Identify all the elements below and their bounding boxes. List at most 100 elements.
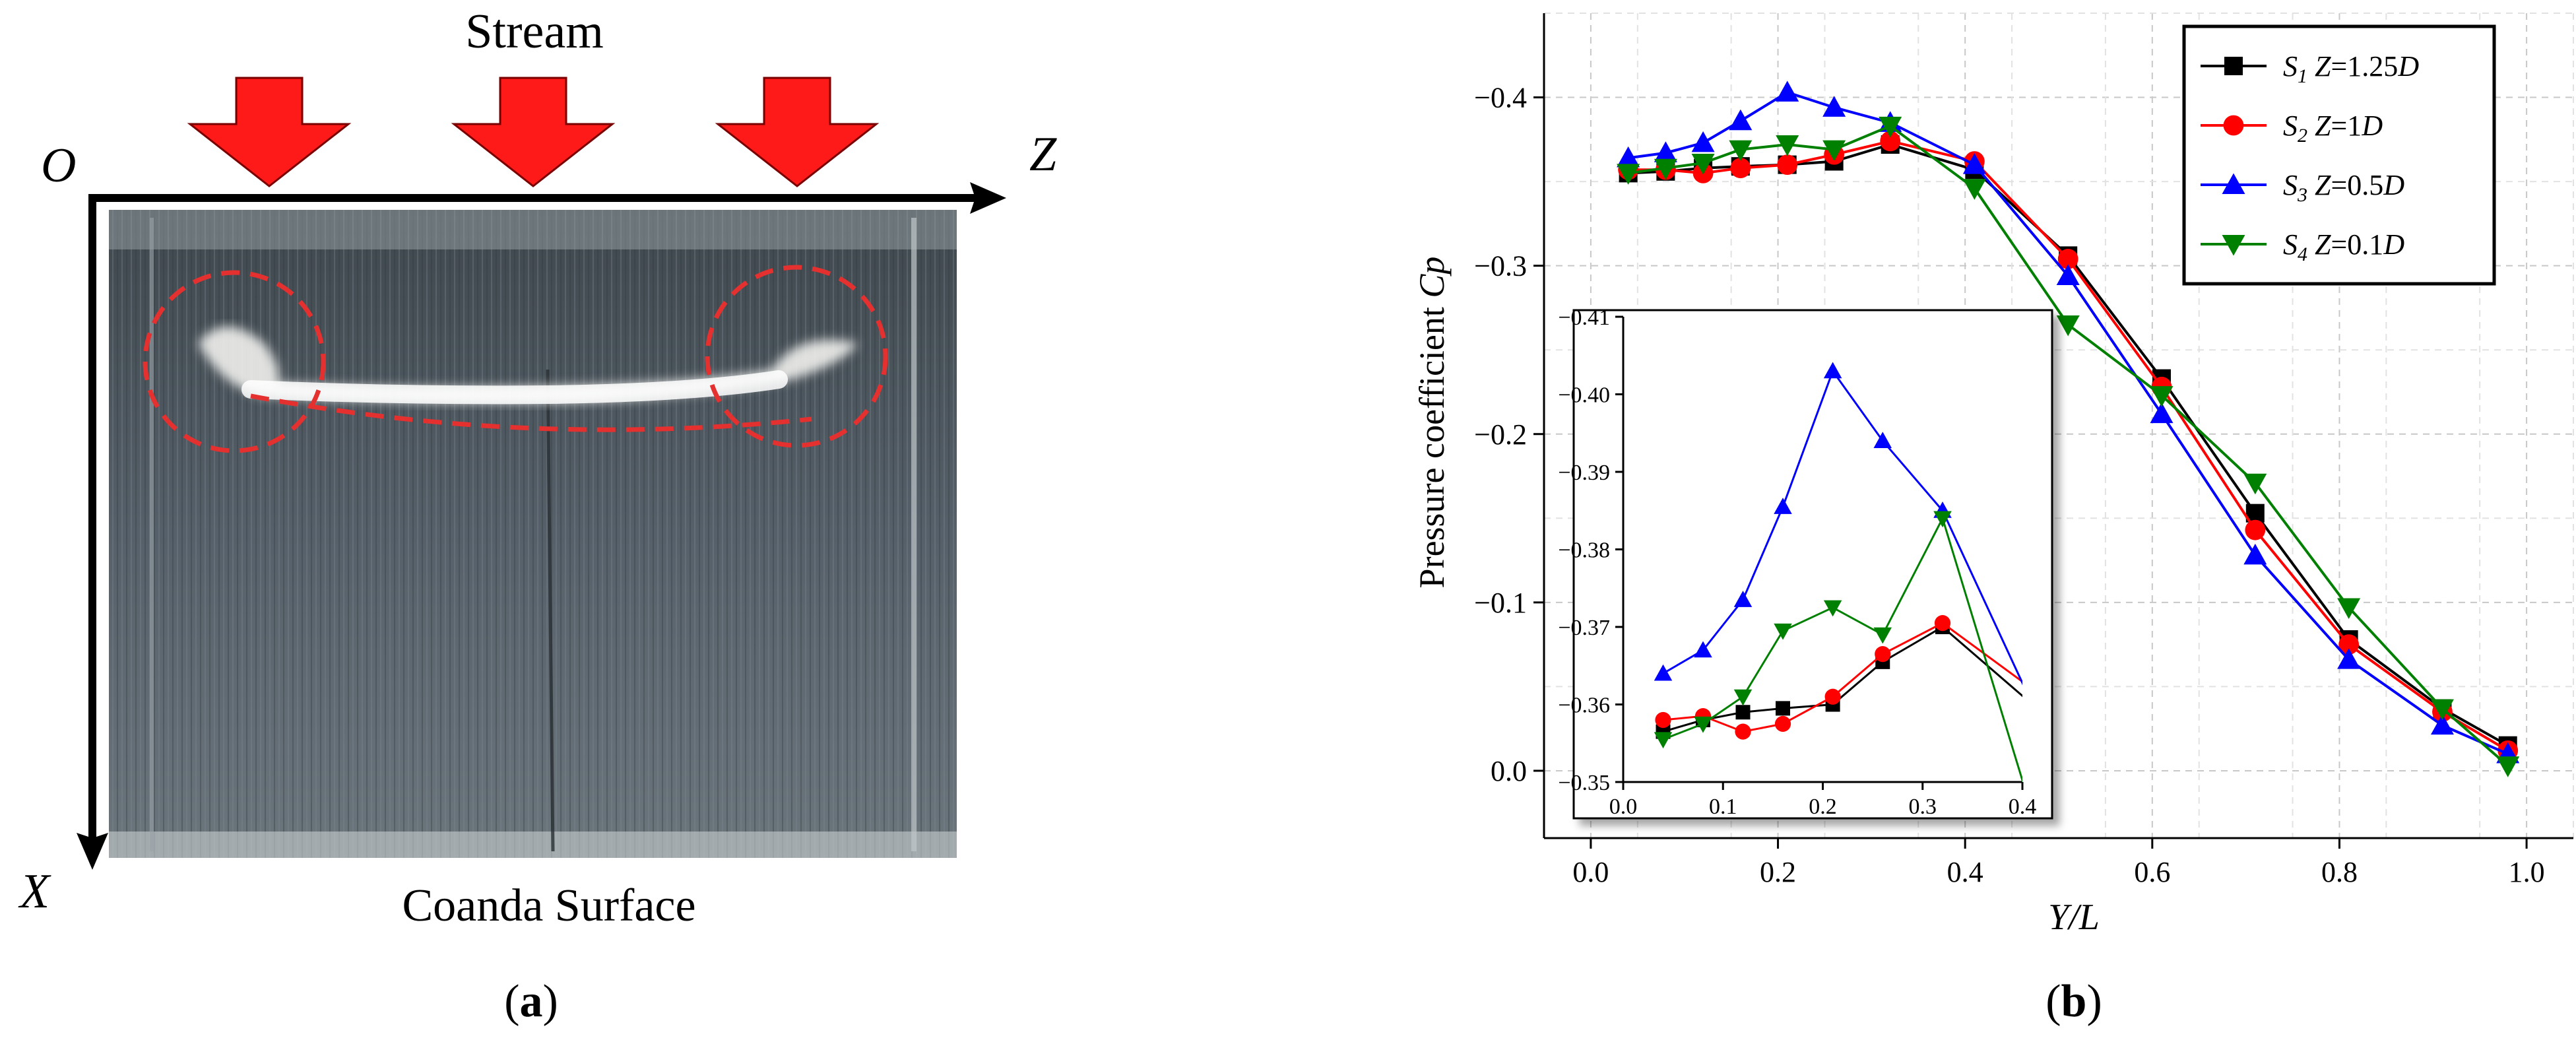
legend-val: =1	[2331, 110, 2362, 142]
data-point	[2337, 598, 2361, 620]
legend-marker	[2223, 115, 2244, 136]
inset-y-tick-label: −0.36	[1558, 694, 1610, 718]
inset-chart: 0.0 0.1 0.2 0.3 0.4 −0.35−0.36−0.37−0.38−0.3…	[1558, 306, 2053, 820]
data-point	[1729, 140, 1753, 162]
panel-a: Stream O Z X Coanda Surface (a)	[0, 0, 1122, 1044]
inset-data-point	[1933, 511, 1952, 528]
y-tick-label: −0.1	[1474, 587, 1527, 619]
data-point	[1776, 135, 1799, 156]
legend-s: S	[2283, 169, 2298, 201]
legend-label: S4 Z=0.1D	[2283, 228, 2404, 265]
inset-data-point	[1694, 716, 1712, 733]
vortex-circle-left	[143, 270, 326, 453]
inset-data-point	[1774, 715, 1791, 732]
y-tick-label: −0.4	[1474, 82, 1527, 114]
inset-y-tick-label: −0.39	[1558, 461, 1610, 485]
stream-label: Stream	[465, 5, 604, 59]
data-point	[1654, 141, 1677, 162]
inset-data-point	[1733, 591, 1753, 607]
inset-x-tick-label: 0.3	[1909, 795, 1937, 819]
inset-data-point	[1774, 623, 1792, 640]
main-x-ticks: 0.0 0.2 0.4 0.6 0.8 1.0	[1572, 838, 2545, 888]
data-point	[2243, 543, 2267, 565]
data-point	[2150, 386, 2174, 407]
data-point	[2430, 713, 2454, 735]
series-2	[1618, 131, 2519, 761]
data-point	[1776, 81, 1799, 102]
legend-val: =0.1	[2331, 228, 2383, 261]
data-point	[1962, 153, 1986, 174]
data-point	[1822, 96, 1846, 117]
pressure-coefficient-chart: 0.0 0.2 0.4 0.6 0.8 1.0 0.0 −0.1 −0.2 −0.3 −0.4 Y…	[1412, 13, 2574, 1027]
legend-z: Z	[2307, 169, 2331, 201]
inset-x-tick-label: 0.2	[1809, 795, 1837, 819]
legend-sub: 4	[2298, 244, 2307, 265]
legend-sub: 3	[2297, 184, 2307, 206]
data-point	[1777, 154, 1798, 175]
inset-series	[1654, 362, 2022, 782]
inset-data-point	[1823, 600, 1842, 617]
inset-x-tick-label: 0.1	[1709, 795, 1737, 819]
data-point	[1691, 131, 1715, 152]
legend-marker	[2224, 57, 2243, 75]
data-point	[2430, 699, 2454, 721]
inset-x-tick-label: 0.0	[1609, 795, 1638, 819]
data-point	[1880, 131, 1901, 152]
data-point	[2337, 648, 2361, 669]
z-axis-arrowhead-icon	[970, 182, 1006, 214]
panel-a-axes	[77, 182, 1006, 870]
legend-label: S1 Z=1.25D	[2283, 50, 2419, 87]
data-point	[2245, 519, 2266, 540]
panel-b: 0.0 0.2 0.4 0.6 0.8 1.0 0.0 −0.1 −0.2 −0.3 −0.4 Y…	[1320, 0, 2576, 1044]
inset-series-line	[1662, 369, 2022, 686]
inset-data-point	[1655, 711, 1671, 729]
stream-arrow-center-icon	[451, 77, 616, 187]
legend-unit: D	[2361, 110, 2383, 142]
data-point	[1730, 158, 1751, 179]
inset-background	[1572, 309, 2053, 820]
data-point	[2056, 264, 2080, 285]
inset-y-tick-label: −0.38	[1558, 538, 1610, 563]
data-point	[1654, 158, 1677, 180]
legend-s: S	[2283, 50, 2298, 82]
data-point	[2150, 402, 2174, 424]
legend-item-2: S2 Z=1D	[2201, 110, 2383, 147]
legend-item-1: S1 Z=1.25D	[2201, 50, 2419, 87]
z-axis-label: Z	[1029, 127, 1057, 181]
stream-arrows	[187, 77, 880, 187]
data-point	[2243, 473, 2267, 495]
stream-arrow-left-icon	[187, 77, 352, 187]
x-tick-label: 1.0	[2509, 856, 2545, 888]
inset-data-point	[1823, 362, 1842, 379]
x-axis-label: X	[18, 865, 51, 919]
vortex-highlight	[143, 265, 888, 453]
legend-sub: 2	[2298, 125, 2307, 147]
legend-marker	[2222, 173, 2245, 194]
y-tick-label: −0.3	[1474, 250, 1527, 282]
legend-z: Z	[2307, 228, 2331, 261]
legend-unit: D	[2397, 50, 2419, 82]
x-tick-label: 0.0	[1572, 856, 1609, 888]
legend-s: S	[2283, 110, 2298, 142]
main-y-ticks: 0.0 −0.1 −0.2 −0.3 −0.4	[1474, 82, 1544, 787]
inset-data-point	[1735, 723, 1751, 740]
x-tick-label: 0.6	[2134, 856, 2170, 888]
main-plot-frame	[1543, 13, 2573, 839]
legend-unit: D	[2383, 169, 2404, 201]
data-point	[1962, 179, 1986, 200]
inset-data-point	[1694, 641, 1712, 658]
legend-z: Z	[2307, 110, 2331, 142]
inset-data-point	[1934, 615, 1951, 632]
inset-y-tick-label: −0.41	[1558, 306, 1610, 330]
inset-data-point	[1654, 732, 1673, 749]
inset-data-point	[1873, 432, 1892, 448]
experiment-photo	[109, 210, 957, 858]
legend-label: S2 Z=1D	[2283, 110, 2383, 147]
surface-label: Coanda Surface	[402, 880, 695, 931]
legend-item-3: S3 Z=0.5D	[2201, 169, 2404, 206]
inset-data-point	[1774, 498, 1792, 514]
x-axis-title: Y/L	[2048, 897, 2100, 938]
x-tick-label: 0.8	[2321, 856, 2358, 888]
series-3	[1617, 81, 2520, 764]
